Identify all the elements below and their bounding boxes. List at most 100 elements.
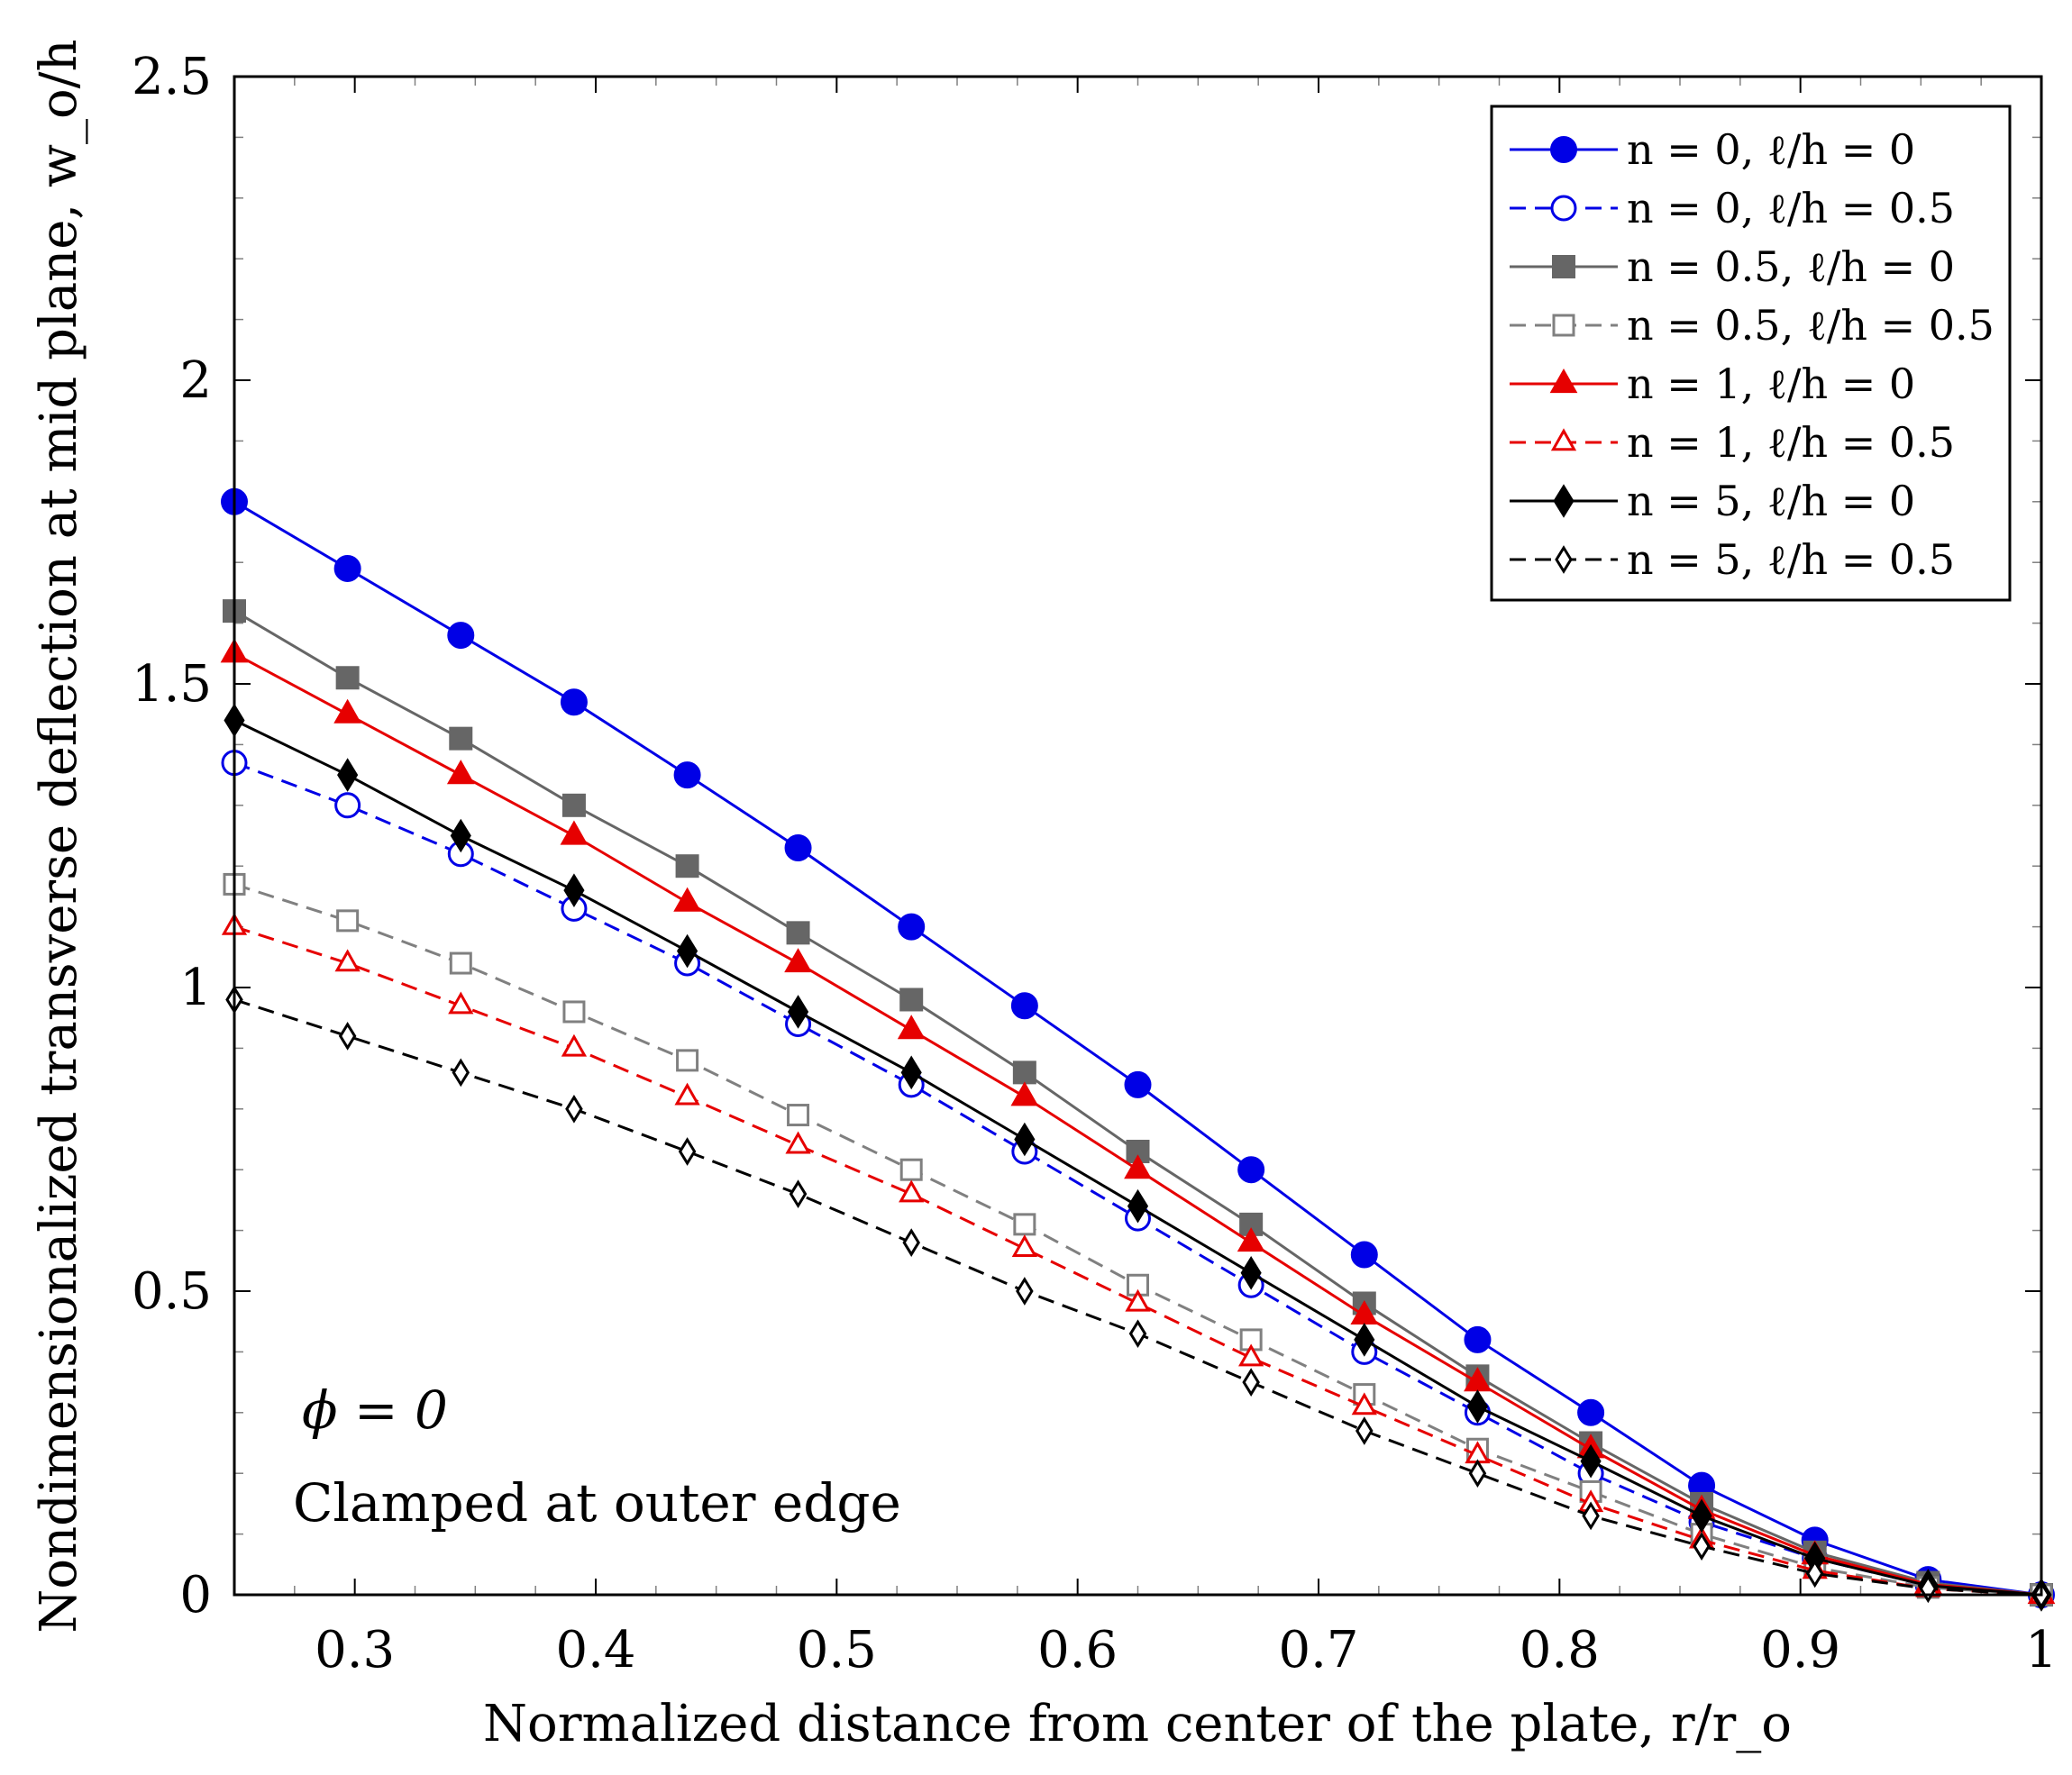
series-point-triangle — [560, 820, 589, 845]
legend-entry-7: n = 5, ℓ/h = 0.5 — [1510, 535, 1955, 584]
series-point-circle — [447, 622, 475, 650]
series-point-diamond — [565, 1094, 583, 1124]
series-point-circle — [560, 688, 588, 716]
series-point-diamond — [1355, 1416, 1374, 1445]
series-point-square — [899, 988, 924, 1012]
legend-label: n = 0.5, ℓ/h = 0 — [1627, 242, 1955, 291]
series-point-triangle — [785, 1131, 811, 1154]
series-point-square — [562, 1000, 586, 1024]
series-point-triangle — [1549, 369, 1578, 394]
series-point-triangle — [448, 991, 474, 1015]
legend-label: n = 1, ℓ/h = 0.5 — [1627, 418, 1955, 467]
series-point-triangle — [1011, 1234, 1037, 1258]
series-point-square — [335, 666, 360, 690]
series-point-triangle — [446, 760, 475, 785]
series-2 — [223, 599, 2053, 1607]
legend-entry-1: n = 0, ℓ/h = 0.5 — [1510, 184, 1955, 232]
plot-frame — [233, 75, 2043, 1597]
series-point-square — [1552, 314, 1575, 337]
y-tick-label: 0.5 — [132, 1262, 212, 1321]
series-point-square — [1013, 1213, 1036, 1236]
series-line — [233, 651, 2042, 1597]
legend-entry-5: n = 1, ℓ/h = 0.5 — [1510, 418, 1955, 467]
series-point-diamond — [1555, 545, 1573, 574]
legend-label: n = 0, ℓ/h = 0 — [1627, 125, 1915, 174]
legend-box — [1490, 105, 2012, 602]
series-point-diamond — [1553, 484, 1575, 518]
legend-entry-6: n = 5, ℓ/h = 0 — [1510, 477, 1915, 525]
series-point-circle — [334, 792, 361, 819]
y-tick-label: 0 — [179, 1566, 212, 1625]
series-point-diamond — [787, 995, 809, 1029]
series-point-square — [676, 1049, 699, 1072]
annotation-boundary: Clamped at outer edge — [293, 1472, 901, 1534]
legend-label: n = 0, ℓ/h = 0.5 — [1627, 184, 1955, 232]
legend-entry-3: n = 0.5, ℓ/h = 0.5 — [1510, 301, 1994, 350]
series-point-square — [1552, 255, 1575, 278]
series-point-triangle — [899, 1179, 925, 1203]
series-point-diamond — [1127, 1188, 1149, 1224]
series-point-triangle — [334, 949, 361, 972]
series-point-diamond — [1242, 1368, 1260, 1397]
series-line — [233, 500, 2042, 1597]
axis-ticks: 0.3 0.4 0.5 0.6 0.7 0.8 0.9 1 0 0.5 1 1.5 2 2.5 — [132, 48, 2058, 1679]
series-line — [233, 609, 2042, 1597]
series-point-triangle — [1237, 1227, 1265, 1252]
x-tick-label: 0.5 — [797, 1621, 877, 1679]
series-point-diamond — [338, 1022, 357, 1051]
legend-label: n = 5, ℓ/h = 0.5 — [1627, 535, 1955, 584]
legend-entry-4: n = 1, ℓ/h = 0 — [1510, 360, 1915, 408]
series-6 — [224, 703, 2052, 1612]
series-point-circle — [784, 833, 812, 861]
x-tick-label: 0.3 — [315, 1621, 395, 1679]
series-0 — [221, 487, 2055, 1608]
series-point-diamond — [1805, 1559, 1824, 1588]
series-point-square — [336, 909, 360, 933]
y-axis-title: Nondimensionalized transverse deflection… — [30, 39, 88, 1633]
series-point-diamond — [1354, 1323, 1375, 1357]
series-point-diamond — [1014, 1122, 1036, 1157]
series-point-triangle — [673, 887, 701, 912]
series-point-diamond — [450, 818, 471, 853]
series-point-diamond — [900, 1055, 922, 1090]
series-point-circle — [1464, 1325, 1492, 1353]
x-tick-label: 0.6 — [1037, 1621, 1118, 1679]
series-point-square — [1239, 1212, 1264, 1236]
legend-label: n = 1, ℓ/h = 0 — [1627, 360, 1915, 408]
legend-label: n = 0.5, ℓ/h = 0.5 — [1627, 301, 1994, 350]
series-point-square — [449, 951, 472, 975]
series-point-circle — [1124, 1070, 1152, 1098]
x-tick-label: 0.8 — [1520, 1621, 1600, 1679]
y-tick-label: 1.5 — [132, 655, 212, 714]
x-tick-label: 0.7 — [1278, 1621, 1358, 1679]
series-point-square — [1012, 1060, 1036, 1085]
series-point-diamond — [902, 1228, 920, 1257]
series-point-circle — [898, 913, 926, 941]
series-point-triangle — [1550, 428, 1577, 451]
series-point-circle — [1550, 136, 1577, 163]
series-point-triangle — [1010, 1081, 1039, 1106]
legend-label: n = 5, ℓ/h = 0 — [1627, 477, 1915, 525]
legend-entry-2: n = 0.5, ℓ/h = 0 — [1510, 242, 1955, 291]
series-point-diamond — [1468, 1459, 1487, 1488]
series-layer — [220, 487, 2056, 1612]
series-4 — [220, 638, 2056, 1605]
series-point-triangle — [1124, 1154, 1152, 1179]
series-point-diamond — [1128, 1319, 1147, 1349]
series-point-diamond — [1016, 1277, 1034, 1306]
series-point-diamond — [1582, 1501, 1600, 1531]
x-axis-title: Normalized distance from center of the p… — [483, 1695, 1792, 1753]
series-point-diamond — [678, 1137, 697, 1166]
series-point-diamond — [1693, 1532, 1711, 1561]
series-point-circle — [673, 761, 701, 789]
series-point-diamond — [677, 933, 698, 969]
series-point-circle — [1237, 1156, 1265, 1184]
series-point-triangle — [1238, 1343, 1264, 1367]
series-point-triangle — [561, 1033, 588, 1057]
series-point-diamond — [1240, 1255, 1262, 1290]
series-point-square — [449, 726, 473, 751]
series-point-diamond — [1580, 1443, 1602, 1479]
series-point-diamond — [563, 873, 585, 907]
series-point-triangle — [333, 698, 362, 724]
legend-entry-0: n = 0, ℓ/h = 0 — [1510, 125, 1915, 174]
